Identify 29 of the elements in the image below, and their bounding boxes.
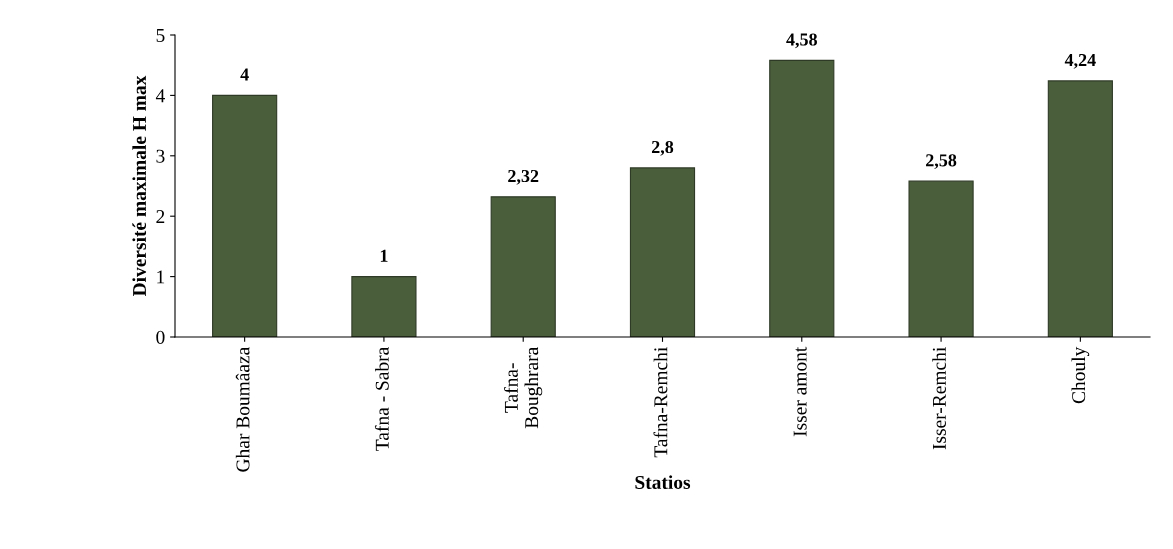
y-tick-label: 3	[156, 149, 165, 163]
x-tick-label: Tafna- Boughrara	[504, 346, 543, 429]
bar	[908, 180, 974, 337]
x-tick-label: Tafna - Sabra	[374, 346, 389, 451]
x-tick-label: Isser-Remchi	[932, 347, 946, 450]
x-tick-label: Tafna-Remchi	[653, 347, 668, 458]
bar	[212, 94, 278, 337]
bar	[351, 276, 417, 337]
y-tick-label: 4	[155, 89, 165, 103]
data-label: 2,8	[651, 140, 674, 156]
x-tick-label: Isser amont	[793, 346, 807, 437]
y-tick-label: 5	[156, 29, 165, 42]
bar	[629, 167, 696, 337]
y-axis-title: Diversité maximale H max	[132, 75, 147, 297]
x-tick-label: Ghar Boumâaza	[235, 346, 250, 472]
y-tick-label: 0	[156, 330, 165, 344]
data-label: 4,24	[1064, 53, 1096, 69]
x-axis-title: Statios	[635, 475, 691, 489]
y-tick-label: 2	[156, 210, 165, 223]
bar	[1047, 80, 1113, 337]
x-tick-label: Chouly	[1071, 346, 1090, 404]
data-label: 2,58	[926, 154, 957, 170]
data-label: 4,58	[786, 33, 817, 49]
bar	[769, 59, 835, 337]
data-label: 1	[380, 249, 388, 262]
data-label: 4	[240, 68, 249, 81]
bar	[490, 196, 556, 337]
data-label: 2,32	[508, 169, 539, 185]
y-tick-label: 1	[157, 270, 165, 284]
